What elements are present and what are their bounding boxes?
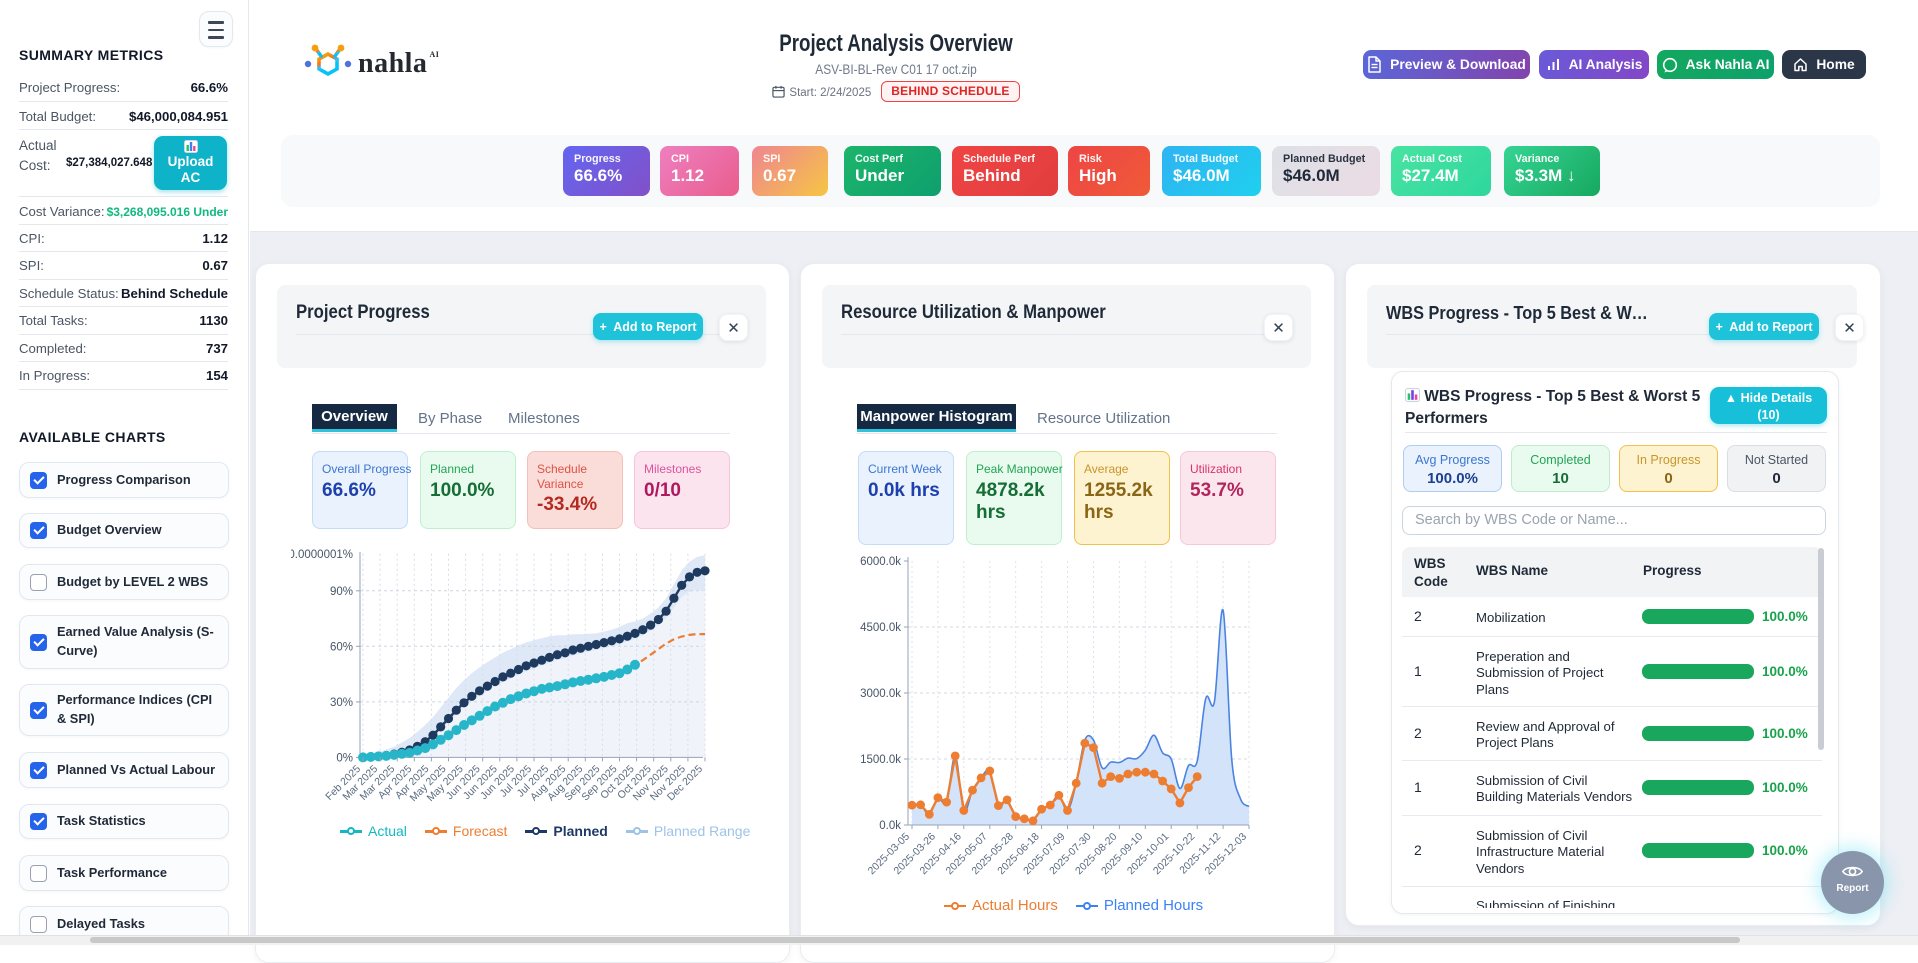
svg-text:4500.0k: 4500.0k	[860, 622, 901, 634]
svg-text:1500.0k: 1500.0k	[860, 754, 901, 766]
svg-text:30%: 30%	[330, 697, 353, 709]
svg-text:6000.0k: 6000.0k	[860, 556, 901, 568]
svg-text:0%: 0%	[336, 752, 353, 764]
svg-text:110.0000001%: 110.0000001%	[291, 549, 353, 561]
svg-text:0.0k: 0.0k	[879, 820, 901, 832]
svg-text:60%: 60%	[330, 641, 353, 653]
svg-text:90%: 90%	[330, 586, 353, 598]
svg-text:3000.0k: 3000.0k	[860, 688, 901, 700]
